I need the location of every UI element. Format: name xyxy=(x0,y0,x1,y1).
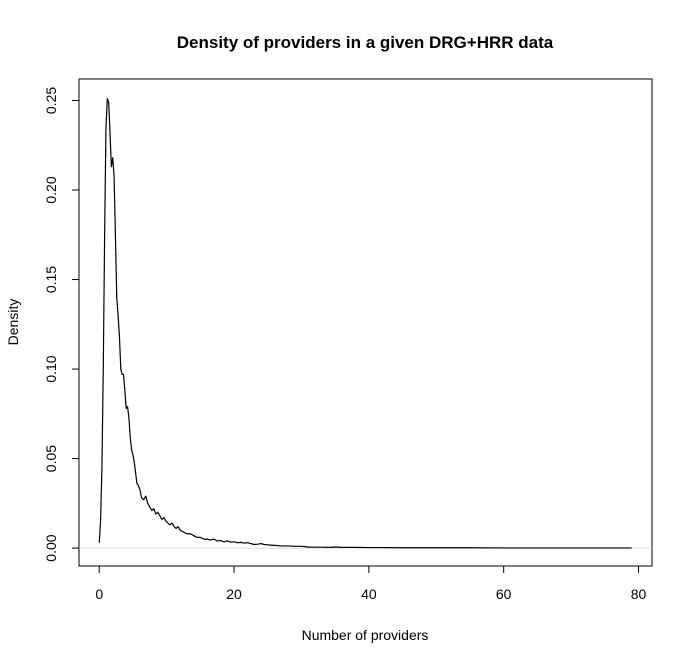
density-line xyxy=(98,98,632,549)
y-tick-label: 0.25 xyxy=(43,87,59,114)
x-axis-label: Number of providers xyxy=(302,627,429,643)
x-tick-label: 40 xyxy=(361,586,377,602)
y-tick-label: 0.10 xyxy=(43,355,59,382)
y-tick-label: 0.00 xyxy=(43,534,59,561)
plot-frame xyxy=(78,78,653,567)
y-axis-label: Density xyxy=(5,299,21,346)
x-tick-label: 20 xyxy=(226,586,242,602)
y-axis: 0.00 0.05 0.10 0.15 0.20 0.25 xyxy=(43,87,80,562)
x-axis: 0 20 40 60 80 xyxy=(95,565,647,602)
x-tick-label: 60 xyxy=(496,586,512,602)
y-tick-label: 0.20 xyxy=(43,176,59,203)
y-tick-label: 0.05 xyxy=(43,445,59,472)
x-tick-label: 0 xyxy=(95,586,103,602)
x-tick-label: 80 xyxy=(631,586,647,602)
chart-title: Density of providers in a given DRG+HRR … xyxy=(177,33,554,52)
y-tick-label: 0.15 xyxy=(43,266,59,293)
